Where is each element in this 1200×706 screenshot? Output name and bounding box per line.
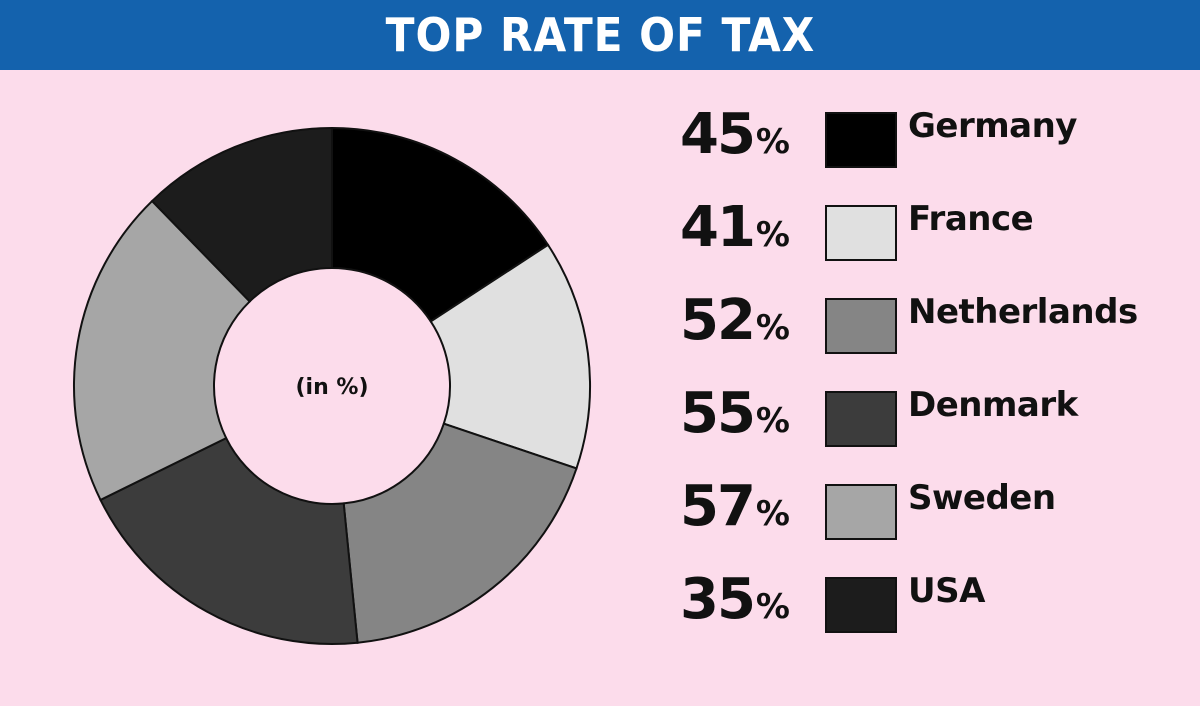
legend-value-unit: % (755, 215, 790, 255)
legend-label: USA (908, 571, 985, 611)
slice-usa (150, 126, 333, 303)
legend-value-number: 52 (679, 288, 756, 353)
legend-item-netherlands: 52% Netherlands (660, 282, 1180, 354)
legend-label: Netherlands (908, 292, 1138, 332)
legend-label: France (908, 199, 1034, 239)
legend-value: 55% (680, 381, 790, 446)
legend-value-number: 35 (679, 567, 756, 632)
donut-slices (73, 126, 591, 645)
legend-swatch (825, 112, 897, 168)
legend-value-unit: % (755, 494, 790, 534)
chart-title: TOP RATE OF TAX (385, 8, 815, 62)
legend-value: 45% (680, 102, 790, 167)
legend-item-denmark: 55% Denmark (660, 375, 1180, 447)
legend-swatch (825, 391, 897, 447)
legend-swatch (825, 298, 897, 354)
center-label: (in %) (295, 375, 368, 400)
legend-value: 57% (680, 474, 790, 539)
legend-item-usa: 35% USA (660, 561, 1180, 633)
title-banner: TOP RATE OF TAX (0, 0, 1200, 70)
legend-value-unit: % (755, 308, 790, 348)
legend-label: Denmark (908, 385, 1078, 425)
donut-chart: (in %) (73, 126, 591, 645)
slice-sweden (73, 199, 252, 502)
legend-item-germany: 45% Germany (660, 96, 1180, 168)
slice-netherlands (342, 422, 578, 644)
legend-value: 52% (680, 288, 790, 353)
legend-value: 35% (680, 567, 790, 632)
legend-swatch (825, 205, 897, 261)
slice-germany (331, 126, 550, 323)
legend-swatch (825, 484, 897, 540)
legend-value-unit: % (755, 401, 790, 441)
legend-item-france: 41% France (660, 189, 1180, 261)
legend-value-unit: % (755, 587, 790, 627)
legend-swatch (825, 577, 897, 633)
legend-value-number: 55 (679, 381, 756, 446)
slice-denmark (99, 436, 359, 645)
legend-value-number: 57 (679, 474, 756, 539)
legend-value-number: 41 (679, 195, 756, 260)
legend-label: Germany (908, 106, 1077, 146)
slice-france (429, 243, 591, 470)
legend-value: 41% (680, 195, 790, 260)
legend-value-unit: % (755, 122, 790, 162)
legend-value-number: 45 (679, 102, 756, 167)
legend-label: Sweden (908, 478, 1056, 518)
legend-item-sweden: 57% Sweden (660, 468, 1180, 540)
